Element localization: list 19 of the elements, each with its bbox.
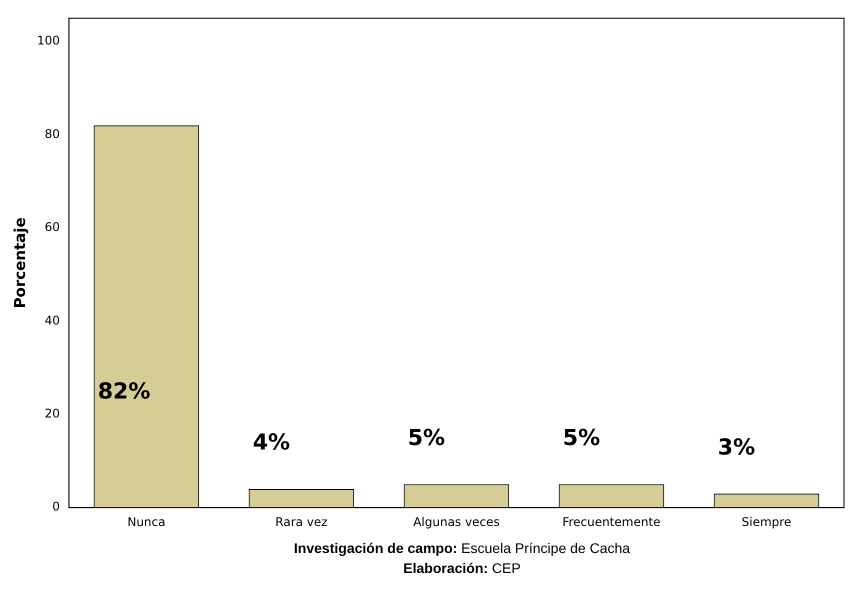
y-axis-title: Porcentaje bbox=[10, 217, 29, 308]
data-label: 3% bbox=[718, 435, 756, 460]
y-tick-label: 0 bbox=[52, 500, 60, 514]
y-tick-label: 40 bbox=[44, 313, 60, 328]
x-tick-label: Rara vez bbox=[275, 514, 328, 529]
y-tick-label: 100 bbox=[37, 34, 60, 48]
y-tick-label: 20 bbox=[44, 406, 60, 421]
x-tick-label: Nunca bbox=[127, 514, 166, 529]
text: Investigación de campo: Escuela Príncipe de Cacha bbox=[294, 540, 630, 556]
data-label: 82% bbox=[98, 380, 150, 405]
x-tick-label: Frecuentemente bbox=[562, 514, 661, 529]
data-label: 5% bbox=[408, 426, 446, 452]
data-label: 5% bbox=[562, 426, 600, 452]
x-tick-label: Siempre bbox=[742, 514, 792, 529]
y-tick-label: 80 bbox=[44, 126, 60, 141]
y-tick-label: 60 bbox=[44, 220, 60, 234]
data-label: 4% bbox=[252, 430, 290, 456]
text: Elaboración: CEP bbox=[403, 560, 521, 576]
x-tick-label: Algunas veces bbox=[413, 514, 500, 529]
